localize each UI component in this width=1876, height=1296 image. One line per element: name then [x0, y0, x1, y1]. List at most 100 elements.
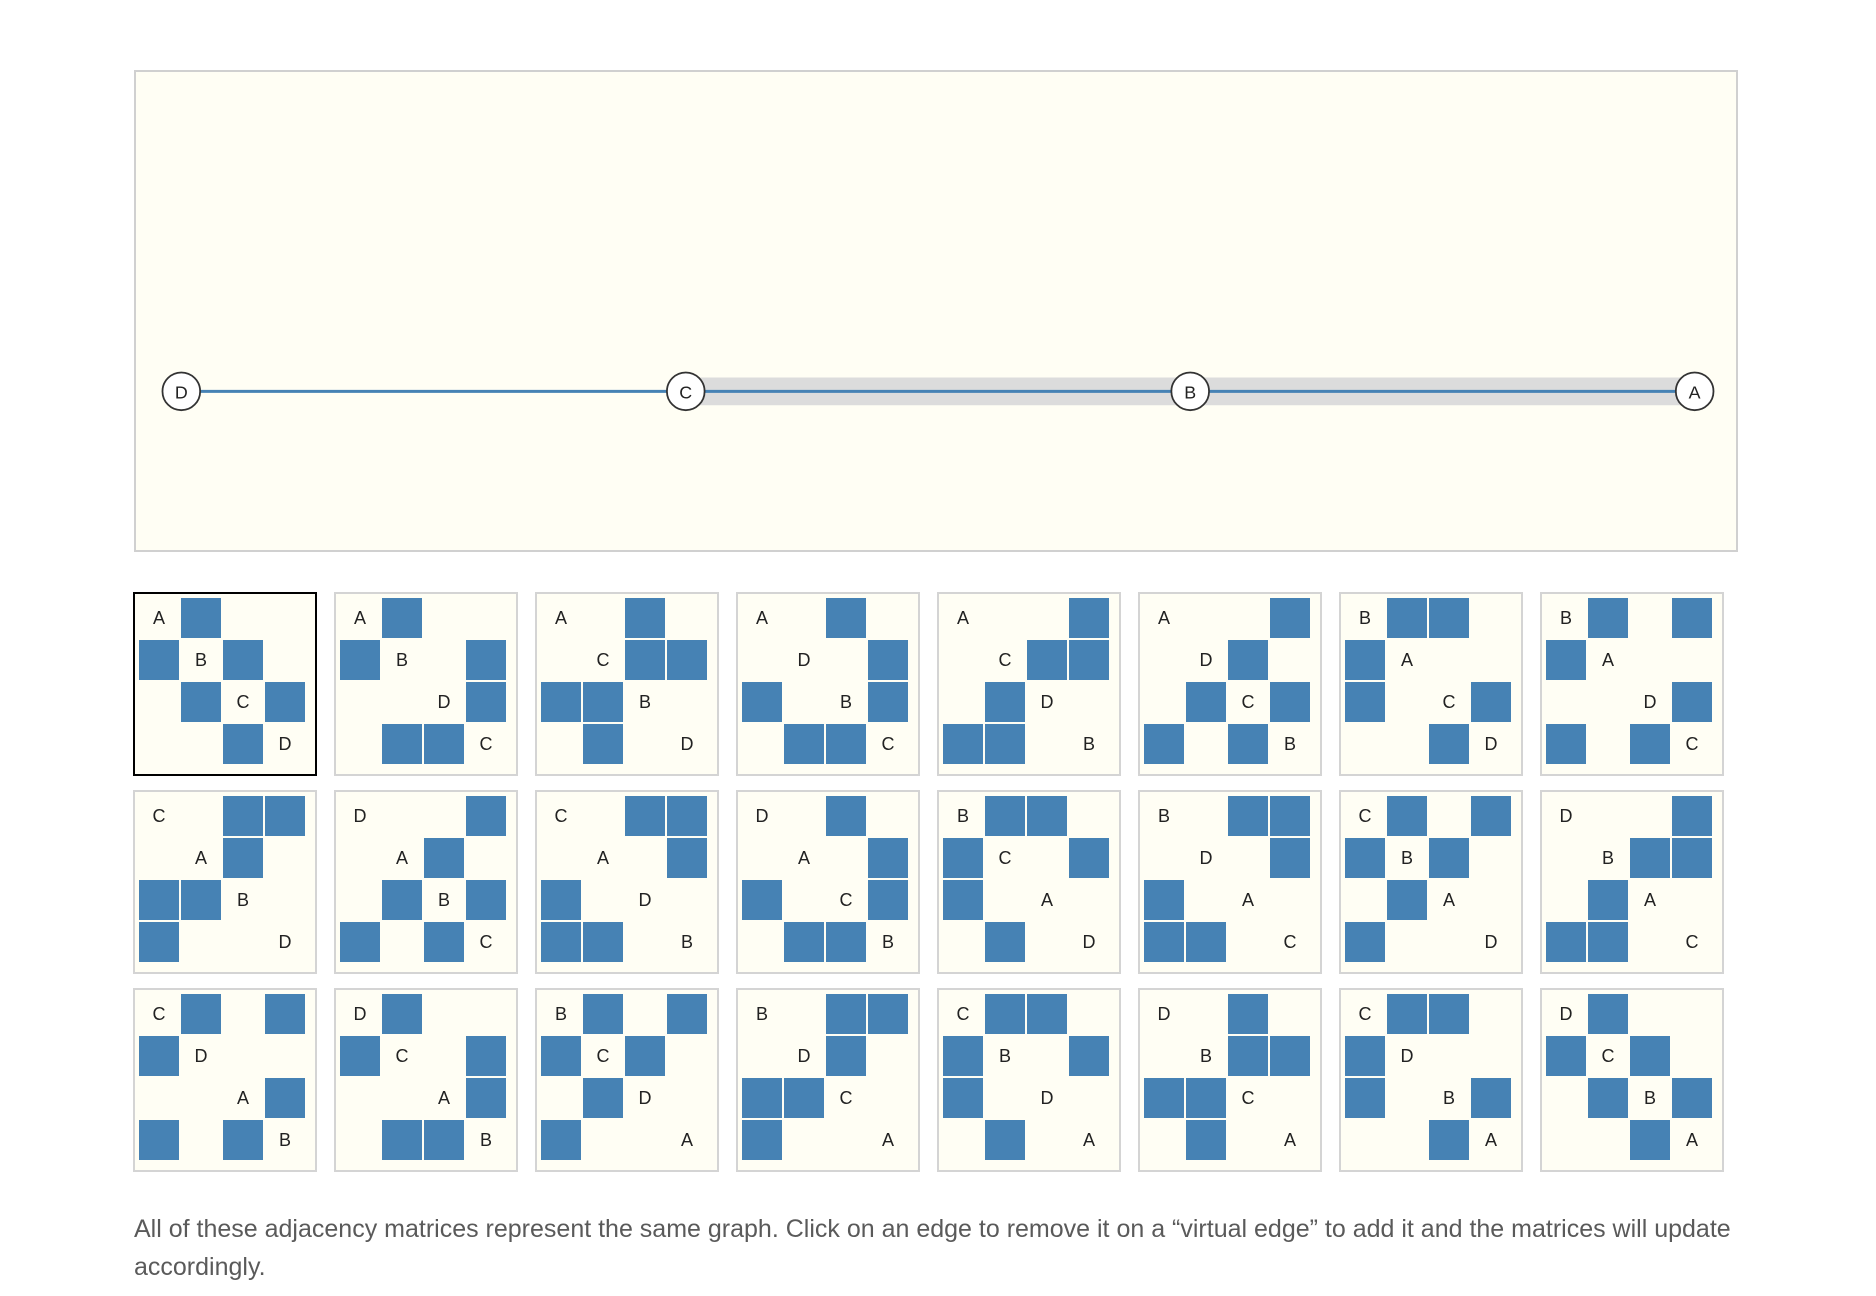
matrix-cell-edge[interactable] [1387, 598, 1427, 638]
matrix-cell-empty[interactable] [340, 838, 380, 878]
matrix-cell-empty[interactable] [583, 880, 623, 920]
matrix-cell-empty[interactable] [139, 724, 179, 764]
matrix-cell-empty[interactable] [1186, 796, 1226, 836]
matrix-cell-empty[interactable] [1069, 994, 1109, 1034]
matrix-cell-empty[interactable] [1471, 994, 1511, 1034]
matrix-cell-empty[interactable] [868, 796, 908, 836]
matrix-cell-edge[interactable] [868, 880, 908, 920]
matrix-cell-empty[interactable] [985, 598, 1025, 638]
matrix-cell-empty[interactable] [985, 880, 1025, 920]
matrix-cell-edge[interactable] [1069, 598, 1109, 638]
matrix-cell-edge[interactable] [424, 1120, 464, 1160]
matrix-cell-empty[interactable] [1270, 994, 1310, 1034]
matrix-cell-empty[interactable] [1387, 682, 1427, 722]
matrix-cell-empty[interactable] [1630, 922, 1670, 962]
matrix-cell-edge[interactable] [625, 598, 665, 638]
matrix-cell-edge[interactable] [1588, 880, 1628, 920]
matrix-cell-edge[interactable] [1429, 724, 1469, 764]
matrix-cell-empty[interactable] [1471, 880, 1511, 920]
matrix-cell-empty[interactable] [742, 640, 782, 680]
matrix-cell-empty[interactable] [1228, 838, 1268, 878]
matrix-cell-empty[interactable] [1387, 1078, 1427, 1118]
matrix-cell-empty[interactable] [1630, 598, 1670, 638]
matrix-cell-empty[interactable] [424, 796, 464, 836]
matrix-cell-empty[interactable] [265, 1036, 305, 1076]
matrix-cell-empty[interactable] [742, 838, 782, 878]
adjacency-matrix[interactable]: D A B C [334, 790, 518, 974]
matrix-cell-edge[interactable] [943, 838, 983, 878]
matrix-cell-edge[interactable] [466, 1036, 506, 1076]
matrix-cell-empty[interactable] [1672, 994, 1712, 1034]
matrix-cell-edge[interactable] [1546, 724, 1586, 764]
matrix-cell-empty[interactable] [265, 880, 305, 920]
adjacency-matrix[interactable]: A D C B [1138, 592, 1322, 776]
matrix-cell-edge[interactable] [868, 640, 908, 680]
matrix-cell-edge[interactable] [340, 640, 380, 680]
matrix-cell-edge[interactable] [382, 598, 422, 638]
matrix-cell-edge[interactable] [1546, 922, 1586, 962]
matrix-cell-empty[interactable] [424, 598, 464, 638]
matrix-cell-edge[interactable] [139, 640, 179, 680]
matrix-cell-empty[interactable] [1027, 838, 1067, 878]
matrix-cell-edge[interactable] [382, 994, 422, 1034]
matrix-cell-empty[interactable] [784, 598, 824, 638]
matrix-cell-empty[interactable] [541, 1078, 581, 1118]
node-A[interactable] [1674, 371, 1715, 412]
matrix-cell-edge[interactable] [1345, 1036, 1385, 1076]
matrix-cell-empty[interactable] [1588, 724, 1628, 764]
matrix-cell-edge[interactable] [1546, 1036, 1586, 1076]
matrix-cell-empty[interactable] [541, 724, 581, 764]
matrix-cell-edge[interactable] [1429, 1120, 1469, 1160]
matrix-cell-edge[interactable] [265, 682, 305, 722]
matrix-cell-empty[interactable] [1345, 880, 1385, 920]
matrix-cell-empty[interactable] [1027, 1036, 1067, 1076]
adjacency-matrix[interactable]: A D B C [736, 592, 920, 776]
adjacency-matrix[interactable]: B D A C [1138, 790, 1322, 974]
matrix-cell-edge[interactable] [139, 1120, 179, 1160]
matrix-cell-edge[interactable] [223, 838, 263, 878]
matrix-cell-edge[interactable] [424, 922, 464, 962]
matrix-cell-edge[interactable] [1429, 838, 1469, 878]
matrix-cell-edge[interactable] [1387, 880, 1427, 920]
adjacency-matrix[interactable]: C B A D [1339, 790, 1523, 974]
matrix-cell-empty[interactable] [583, 598, 623, 638]
matrix-cell-empty[interactable] [826, 640, 866, 680]
matrix-cell-empty[interactable] [1630, 640, 1670, 680]
matrix-cell-edge[interactable] [826, 724, 866, 764]
matrix-cell-empty[interactable] [1546, 838, 1586, 878]
matrix-cell-empty[interactable] [382, 1078, 422, 1118]
matrix-cell-empty[interactable] [382, 922, 422, 962]
matrix-cell-empty[interactable] [1471, 640, 1511, 680]
matrix-cell-empty[interactable] [139, 838, 179, 878]
matrix-cell-empty[interactable] [1186, 598, 1226, 638]
matrix-cell-edge[interactable] [1027, 796, 1067, 836]
matrix-cell-empty[interactable] [1144, 838, 1184, 878]
matrix-cell-empty[interactable] [340, 1078, 380, 1118]
matrix-cell-empty[interactable] [1069, 880, 1109, 920]
matrix-cell-empty[interactable] [265, 598, 305, 638]
matrix-cell-edge[interactable] [1270, 598, 1310, 638]
matrix-cell-empty[interactable] [1027, 598, 1067, 638]
matrix-cell-empty[interactable] [1429, 640, 1469, 680]
matrix-cell-edge[interactable] [1672, 682, 1712, 722]
matrix-cell-edge[interactable] [826, 796, 866, 836]
matrix-cell-edge[interactable] [1672, 598, 1712, 638]
matrix-cell-edge[interactable] [541, 922, 581, 962]
matrix-cell-empty[interactable] [784, 1120, 824, 1160]
matrix-cell-edge[interactable] [868, 994, 908, 1034]
matrix-cell-edge[interactable] [985, 796, 1025, 836]
matrix-cell-empty[interactable] [1672, 1036, 1712, 1076]
matrix-cell-empty[interactable] [181, 724, 221, 764]
matrix-cell-empty[interactable] [625, 1120, 665, 1160]
matrix-cell-edge[interactable] [985, 994, 1025, 1034]
matrix-cell-edge[interactable] [1471, 682, 1511, 722]
matrix-cell-edge[interactable] [1588, 994, 1628, 1034]
matrix-cell-empty[interactable] [340, 880, 380, 920]
matrix-cell-edge[interactable] [466, 640, 506, 680]
matrix-cell-empty[interactable] [1186, 880, 1226, 920]
matrix-cell-empty[interactable] [1069, 682, 1109, 722]
matrix-cell-edge[interactable] [1027, 994, 1067, 1034]
matrix-cell-empty[interactable] [1345, 724, 1385, 764]
matrix-cell-empty[interactable] [1069, 1078, 1109, 1118]
matrix-cell-edge[interactable] [382, 1120, 422, 1160]
